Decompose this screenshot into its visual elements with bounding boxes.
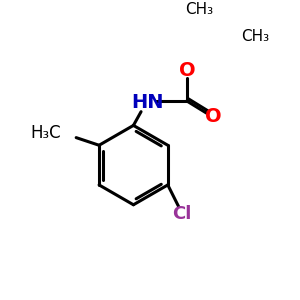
Text: O: O bbox=[178, 61, 195, 80]
Text: CH₃: CH₃ bbox=[242, 29, 270, 44]
Text: H₃C: H₃C bbox=[30, 124, 61, 142]
Text: HN: HN bbox=[131, 93, 164, 112]
Text: Cl: Cl bbox=[172, 205, 191, 223]
Text: CH₃: CH₃ bbox=[185, 2, 213, 17]
Text: O: O bbox=[205, 107, 222, 126]
